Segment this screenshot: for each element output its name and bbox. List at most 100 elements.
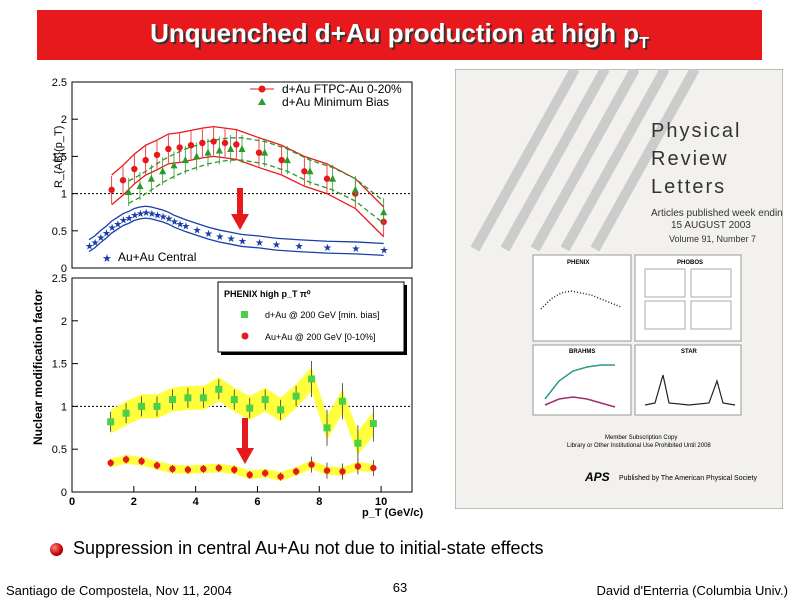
issue-line2: 15 AUGUST 2003 (671, 220, 751, 231)
bot-point-dau (338, 397, 346, 405)
top-legend-marker-dau-mb (258, 98, 266, 105)
bot-point-dau (246, 404, 254, 412)
top-point-dau-ftpc (119, 177, 127, 184)
volume-line: Volume 91, Number 7 (669, 234, 756, 244)
top-ytick: 1.5 (52, 151, 67, 163)
top-point-dau-mb (193, 152, 201, 160)
bot-point-auau (370, 464, 377, 472)
bullet-icon (50, 542, 63, 556)
bot-xtick: 10 (375, 496, 387, 508)
bot-frame (71, 277, 413, 493)
top-point-auau: ★ (164, 214, 173, 225)
top-point-auau: ★ (91, 238, 100, 249)
footer-venue: Santiago de Compostela, Nov 11, 2004 (6, 583, 232, 598)
top-point-dau-ftpc (199, 139, 206, 147)
bot-point-auau (122, 456, 130, 463)
bot-point-auau (153, 462, 161, 469)
bot-point-dau (369, 420, 377, 428)
top-point-dau-mb (181, 156, 189, 164)
top-band-0 (111, 125, 385, 208)
top-point-auau: ★ (295, 242, 304, 253)
svg-text:PHOBOS: PHOBOS (677, 260, 703, 266)
top-point-auau: ★ (380, 245, 389, 256)
bot-legend-title: PHENIX high p_T π⁰ (224, 289, 311, 299)
top-point-dau-mb (159, 167, 167, 175)
top-legend-label-dau-mb: d+Au Minimum Bias (282, 95, 389, 109)
top-point-auau: ★ (272, 240, 281, 251)
top-point-auau: ★ (108, 223, 117, 234)
bot-legend: PHENIX high p_T π⁰ d+Au @ 200 GeV [min. … (217, 281, 407, 355)
top-point-dau-mb (329, 174, 337, 182)
svg-text:STAR: STAR (681, 349, 698, 355)
bot-point-dau (107, 418, 115, 426)
bullet-point: Suppression in central Au+Au not due to … (50, 538, 543, 559)
bot-ytick: 1 (61, 401, 67, 413)
cover-panel-star: STAR (634, 344, 742, 416)
top-ytick: 0 (61, 263, 67, 275)
top-ytick: 2.5 (52, 77, 67, 89)
top-point-auau: ★ (193, 225, 202, 236)
bot-point-dau (292, 392, 300, 400)
star-rab-chart: 00.511.522.5 ★★★★★★★★★★★★★★★★★★ ★ ★ ★ ★ ★ ★ ★ ★ ★… (52, 77, 413, 275)
bot-xtick: 8 (316, 496, 322, 508)
cover-stripes (470, 69, 700, 252)
top-band-2 (88, 217, 384, 257)
cover-panel-brahms: BRAHMS (532, 344, 632, 416)
cover-panel-phobos: PHOBOS (634, 254, 742, 342)
bot-point-auau (138, 457, 145, 465)
top-point-auau: ★ (204, 229, 213, 240)
bot-xtick: 0 (69, 496, 75, 508)
top-point-dau-mb (238, 144, 246, 152)
top-point-dau-ftpc (301, 168, 308, 175)
aps-logo: APS (584, 470, 610, 484)
top-point-auau: ★ (227, 234, 236, 245)
top-point-dau-mb (351, 185, 359, 193)
top-point-dau-mb (215, 146, 223, 154)
bot-point-auau (200, 465, 207, 473)
bot-point-auau (292, 468, 300, 475)
journal-name-line2: Review (651, 148, 729, 170)
bot-ytick: 0 (61, 487, 67, 499)
top-legend: d+Au FTPC-Au 0-20% d+Au Minimum Bias ★ A… (102, 82, 402, 265)
bot-legend-label-dau: d+Au @ 200 GeV [min. bias] (265, 310, 379, 320)
bot-point-auau (323, 467, 331, 474)
top-point-auau: ★ (255, 238, 264, 249)
bot-point-dau (354, 439, 362, 447)
top-point-auau: ★ (96, 233, 105, 244)
bot-ytick: 2.5 (52, 273, 67, 285)
journal-name-line1: Physical (651, 120, 741, 142)
issue-line1: Articles published week ending (651, 208, 783, 219)
top-band-0 (111, 155, 385, 238)
bullet-text: Suppression in central Au+Au not due to … (73, 538, 544, 558)
bot-legend-marker-auau (241, 332, 249, 340)
bot-ylabel: Nuclear modification factor (31, 289, 45, 445)
top-point-dau-mb (136, 182, 144, 190)
bot-xtick: 4 (193, 496, 200, 508)
top-point-dau-ftpc (165, 145, 172, 153)
top-point-auau: ★ (170, 217, 179, 228)
bot-point-dau (308, 375, 316, 383)
top-point-dau-ftpc (233, 141, 240, 148)
bot-point-dau (153, 402, 161, 410)
bot-xtick: 6 (254, 496, 260, 508)
top-point-auau: ★ (238, 236, 247, 247)
footer-author: David d'Enterria (Columbia Univ.) (596, 583, 788, 598)
cover-panel-phenix: PHENIX (532, 254, 632, 342)
top-point-auau: ★ (142, 208, 151, 219)
top-point-dau-mb (170, 161, 178, 169)
bot-point-dau (215, 385, 223, 393)
top-point-auau: ★ (215, 232, 224, 243)
slide-title: Unquenched d+Au production at high pT (150, 18, 649, 53)
top-legend-label-dau-ftpc: d+Au FTPC-Au 0-20% (282, 82, 402, 96)
top-point-dau-ftpc (142, 156, 149, 164)
bot-point-auau (184, 466, 192, 473)
top-point-dau-ftpc (221, 139, 229, 147)
journal-name-line3: Letters (651, 176, 726, 198)
top-down-arrow (231, 188, 249, 230)
top-ytick: 0.5 (52, 226, 67, 238)
top-point-dau-mb (261, 148, 269, 156)
bot-xtick: 2 (131, 496, 137, 508)
top-point-auau: ★ (351, 244, 360, 255)
top-point-auau: ★ (85, 242, 94, 253)
bot-point-auau (354, 463, 362, 470)
